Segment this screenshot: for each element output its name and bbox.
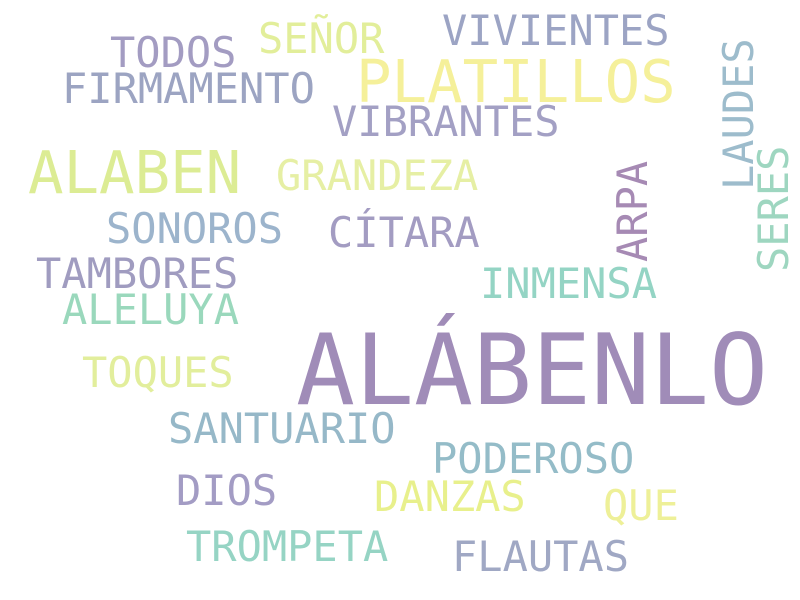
word-citara: CÍTARA	[328, 208, 480, 257]
word-platillos: PLATILLOS	[356, 47, 676, 116]
word-sonoros: SONOROS	[106, 204, 284, 253]
word-todos: TODOS	[110, 28, 237, 77]
word-vivientes: VIVIENTES	[442, 6, 670, 55]
word-dios: DIOS	[176, 466, 278, 515]
word-poderoso: PODEROSO	[432, 434, 635, 483]
word-inmensa: INMENSA	[480, 259, 658, 308]
word-grandeza: GRANDEZA	[276, 151, 479, 200]
word-toques: TOQUES	[82, 348, 234, 397]
word-santuario: SANTUARIO	[168, 404, 396, 453]
word-trompeta: TROMPETA	[186, 522, 389, 571]
word-alaben: ALABEN	[28, 138, 242, 207]
word-vibrantes: VIBRANTES	[332, 97, 560, 146]
word-firmamento: FIRMAMENTO	[62, 64, 315, 113]
word-tambores: TAMBORES	[36, 249, 239, 298]
word-flautas: FLAUTAS	[452, 532, 630, 581]
word-que: QUE	[603, 481, 679, 530]
word-arpa: ARPA	[608, 160, 657, 262]
word-alabenlo: ALÁBENLO	[296, 314, 769, 428]
word-senor: SEÑOR	[258, 14, 385, 63]
word-danzas: DANZAS	[374, 472, 526, 521]
word-seres: SERES	[749, 145, 798, 272]
word-aleluya: ALELUYA	[62, 285, 240, 334]
